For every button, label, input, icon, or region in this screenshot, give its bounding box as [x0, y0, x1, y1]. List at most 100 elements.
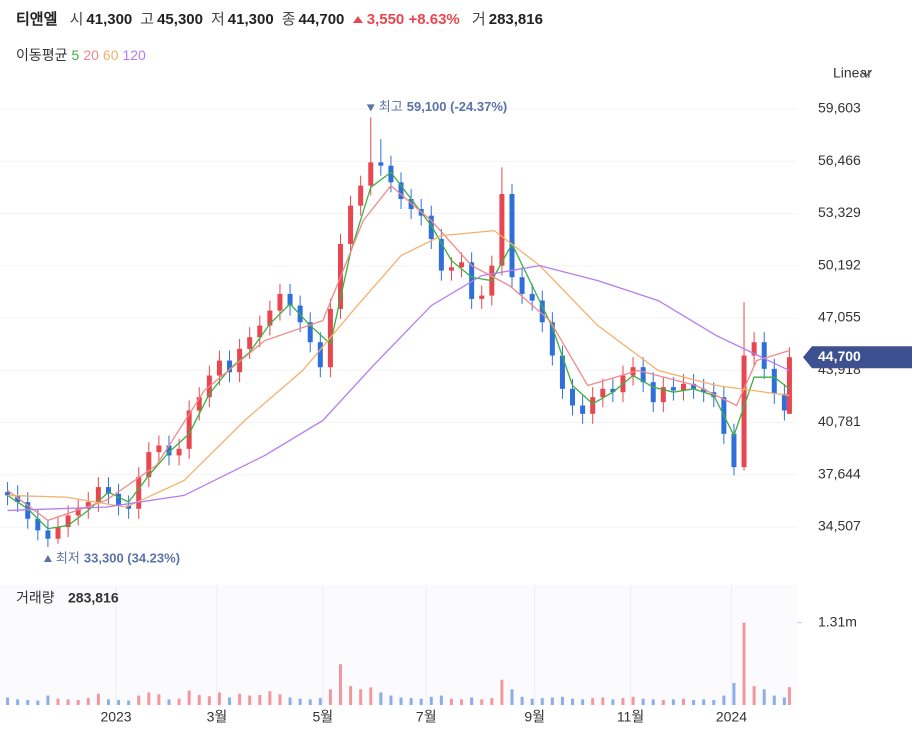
- candle-body: [539, 300, 545, 323]
- volume-bar: [248, 695, 252, 705]
- volume-bar: [591, 698, 595, 705]
- candle-body: [277, 293, 283, 311]
- volume-bar: [157, 694, 161, 705]
- volume-bar: [177, 698, 181, 705]
- ma-legend-item: 60: [102, 47, 119, 63]
- volume-bar: [349, 686, 353, 705]
- volume-bar: [379, 692, 383, 705]
- candle-body: [751, 342, 757, 356]
- candle-body: [559, 355, 565, 389]
- volume-bar: [682, 698, 686, 705]
- item-label: 종: [281, 11, 296, 28]
- candle-body: [307, 322, 313, 343]
- y-tick-label: 34,507: [818, 518, 861, 534]
- volume-value: 283,816: [68, 590, 119, 606]
- candle-body: [25, 502, 31, 519]
- volume-tick-label: 1.31m: [818, 613, 857, 629]
- volume-bar: [106, 699, 110, 705]
- volume-label: 거: [471, 11, 486, 28]
- ma-title: 이동평균: [16, 47, 68, 63]
- volume-bar: [439, 695, 443, 705]
- volume-bar: [510, 689, 514, 705]
- x-tick-label: 11월: [617, 709, 644, 725]
- volume-bar: [399, 697, 403, 705]
- candle-body: [378, 162, 384, 166]
- volume-bar: [651, 699, 655, 705]
- volume-bar: [581, 699, 585, 705]
- volume-bar: [389, 695, 393, 705]
- volume-bar: [117, 699, 121, 705]
- volume-bar: [187, 690, 191, 705]
- candle-body: [257, 325, 263, 338]
- ma-legend-item: 20: [83, 47, 99, 63]
- x-tick-label: 5월: [312, 709, 333, 725]
- volume-bar: [550, 697, 554, 705]
- volume-bar: [137, 695, 141, 705]
- candle-body: [469, 262, 475, 299]
- candle-body: [509, 194, 515, 278]
- item-value: 44,700: [298, 11, 345, 28]
- volume-bar: [641, 698, 645, 705]
- y-tick-label: 53,329: [818, 204, 861, 220]
- ma-line: [7, 229, 790, 508]
- volume-bar: [449, 698, 453, 705]
- candle-body: [499, 194, 505, 266]
- volume-bar: [207, 696, 211, 705]
- candle-body: [448, 267, 454, 271]
- volume-bar: [631, 696, 635, 705]
- candle-body: [196, 397, 202, 411]
- candle-body: [691, 383, 697, 389]
- candle-body: [5, 492, 11, 496]
- volume-bar: [369, 687, 373, 705]
- candle-body: [348, 205, 354, 244]
- volume-bar: [258, 694, 262, 705]
- item-value: 41,300: [227, 11, 274, 28]
- annotation-value: 33,300 (34.23%): [84, 550, 180, 565]
- volume-bar: [772, 695, 776, 705]
- volume-bar: [540, 698, 544, 705]
- volume-bar: [782, 697, 786, 705]
- candle-body: [640, 367, 646, 383]
- candle-body: [600, 388, 606, 398]
- candle-body: [65, 515, 71, 528]
- volume-bar: [712, 699, 716, 705]
- item-value: 45,300: [157, 11, 203, 28]
- candle-body: [570, 388, 576, 406]
- item-label: 고: [140, 11, 155, 28]
- candle-body: [95, 487, 101, 503]
- volume-bar: [661, 699, 665, 705]
- candle-body: [398, 182, 404, 199]
- volume-bar: [217, 692, 221, 705]
- candle-body: [549, 322, 555, 356]
- volume-bar: [722, 695, 726, 705]
- volume-bar: [621, 698, 625, 705]
- volume-bar: [76, 699, 80, 705]
- candle-body: [287, 293, 293, 306]
- volume-bar: [338, 664, 342, 705]
- x-tick-label: 3월: [207, 709, 228, 725]
- candle-body: [75, 508, 81, 516]
- candle-body: [771, 368, 777, 394]
- candle-body: [388, 165, 394, 183]
- volume-bar: [571, 698, 575, 705]
- candle-body: [126, 505, 132, 509]
- annotation-arrow: [366, 104, 375, 112]
- volume-bar: [66, 699, 70, 705]
- candle-body: [136, 477, 142, 509]
- candle-body: [216, 360, 222, 376]
- volume-bar: [752, 686, 756, 705]
- volume-bar: [692, 699, 696, 705]
- volume-bar: [490, 698, 494, 705]
- volume-bar: [328, 689, 332, 705]
- candle-body: [590, 397, 596, 414]
- candle-body: [85, 502, 91, 509]
- y-tick-label: 37,644: [818, 465, 861, 481]
- candle-body: [15, 495, 21, 503]
- candle-body: [55, 527, 61, 539]
- volume-bar: [298, 698, 302, 705]
- header: 티앤엘 시 41,300 고 45,300 저 41,300 종 44,700 3,550 +…: [16, 8, 543, 29]
- volume-value: 283,816: [488, 11, 543, 28]
- candle-body: [428, 215, 434, 239]
